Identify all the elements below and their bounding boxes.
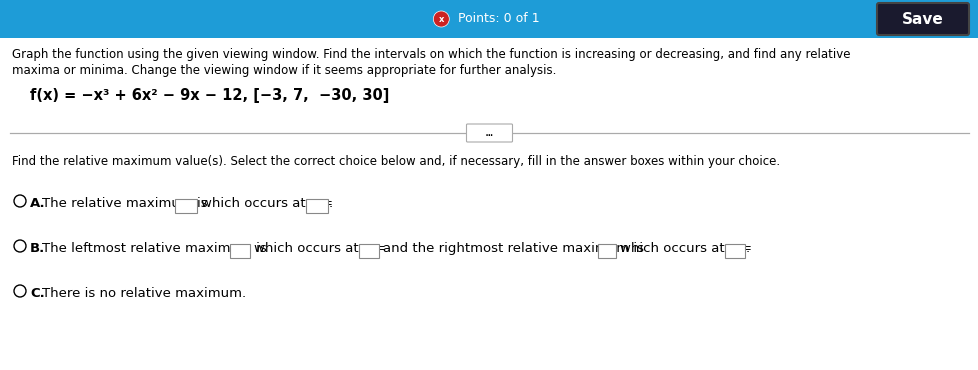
FancyBboxPatch shape <box>876 3 968 35</box>
Bar <box>0 0 978 38</box>
FancyBboxPatch shape <box>230 244 249 258</box>
Text: which occurs at x =: which occurs at x = <box>200 197 333 210</box>
Text: which occurs at x =: which occurs at x = <box>619 242 751 255</box>
Text: …: … <box>486 128 492 138</box>
Circle shape <box>433 11 449 27</box>
FancyBboxPatch shape <box>359 244 378 258</box>
Text: .: . <box>745 242 749 255</box>
Text: x: x <box>438 14 444 24</box>
FancyBboxPatch shape <box>598 244 615 258</box>
FancyBboxPatch shape <box>175 199 197 213</box>
Bar <box>0 38 978 370</box>
Circle shape <box>14 195 26 207</box>
Text: f(x) = −x³ + 6x² − 9x − 12, [−3, 7,  −30, 30]: f(x) = −x³ + 6x² − 9x − 12, [−3, 7, −30,… <box>30 88 389 103</box>
Text: which occurs at x =: which occurs at x = <box>253 242 385 255</box>
Text: A.: A. <box>30 197 46 210</box>
Circle shape <box>14 285 26 297</box>
Text: Save: Save <box>901 11 943 27</box>
Text: The leftmost relative maximum is: The leftmost relative maximum is <box>42 242 266 255</box>
Text: Graph the function using the given viewing window. Find the intervals on which t: Graph the function using the given viewi… <box>12 48 850 61</box>
Text: The relative maximum is: The relative maximum is <box>42 197 207 210</box>
Text: C.: C. <box>30 287 45 300</box>
Text: Find the relative maximum value(s). Select the correct choice below and, if nece: Find the relative maximum value(s). Sele… <box>12 155 779 168</box>
Text: and the rightmost relative maximum is: and the rightmost relative maximum is <box>382 242 644 255</box>
Circle shape <box>14 240 26 252</box>
Text: B.: B. <box>30 242 45 255</box>
FancyBboxPatch shape <box>467 124 511 142</box>
Text: Points: 0 of 1: Points: 0 of 1 <box>458 13 540 26</box>
FancyBboxPatch shape <box>306 199 328 213</box>
Text: .: . <box>329 197 333 210</box>
Text: There is no relative maximum.: There is no relative maximum. <box>42 287 245 300</box>
FancyBboxPatch shape <box>725 244 744 258</box>
Text: maxima or minima. Change the viewing window if it seems appropriate for further : maxima or minima. Change the viewing win… <box>12 64 556 77</box>
